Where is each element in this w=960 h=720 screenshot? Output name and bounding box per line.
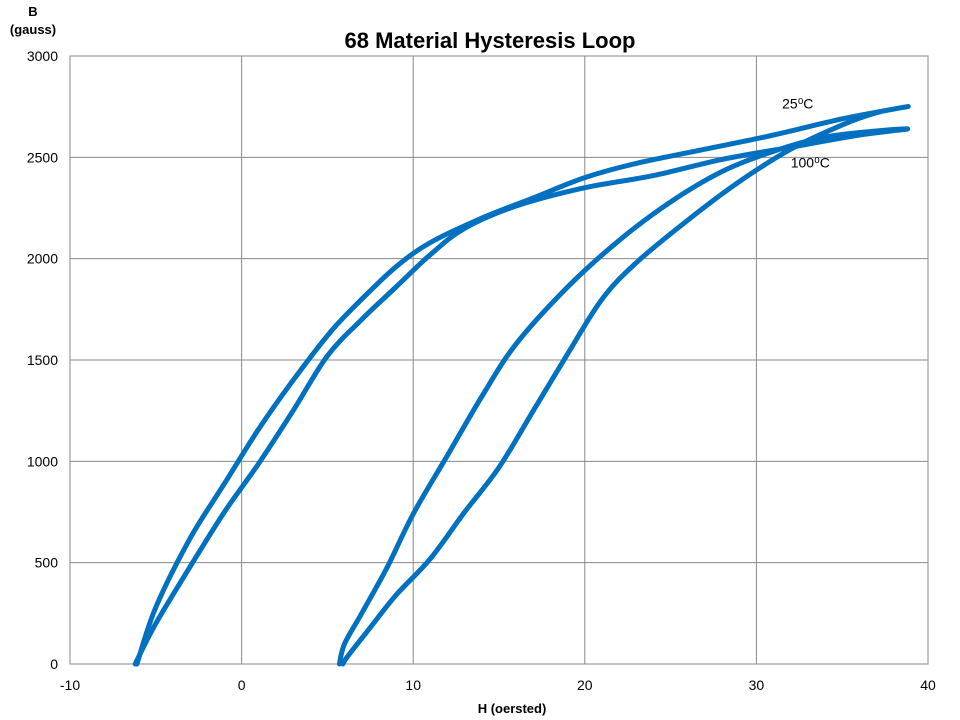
y-tick-label: 500 — [35, 555, 59, 571]
y-axis-label-line1: B — [28, 4, 37, 19]
y-tick-labels: 0 500 1000 1500 2000 2500 3000 — [27, 48, 58, 672]
y-axis-label-line2: (gauss) — [10, 22, 56, 37]
x-tick-label: -10 — [60, 677, 80, 693]
x-tick-label: 20 — [577, 677, 593, 693]
chart-title: 68 Material Hysteresis Loop — [344, 28, 635, 53]
annotation-label: 100⁰C — [791, 154, 830, 170]
x-tick-label: 0 — [238, 677, 246, 693]
x-tick-label: 10 — [405, 677, 421, 693]
x-tick-label: 30 — [749, 677, 765, 693]
y-tick-label: 2000 — [27, 251, 58, 267]
x-tick-labels: -10 0 10 20 30 40 — [60, 677, 936, 693]
annotation-label: 25⁰C — [782, 96, 813, 112]
plot-frame — [69, 55, 929, 665]
y-tick-label: 1000 — [27, 453, 58, 469]
y-tick-label: 0 — [50, 656, 58, 672]
y-tick-label: 1500 — [27, 352, 58, 368]
y-tick-label: 2500 — [27, 149, 58, 165]
series-line-25c — [134, 104, 911, 667]
y-tick-label: 3000 — [27, 48, 58, 64]
curve-annotations: 25⁰C 100⁰C — [782, 96, 830, 171]
series-line-100c — [132, 126, 910, 667]
x-axis-label: H (oersted) — [478, 701, 547, 716]
x-tick-label: 40 — [920, 677, 936, 693]
series-curves — [132, 104, 911, 667]
